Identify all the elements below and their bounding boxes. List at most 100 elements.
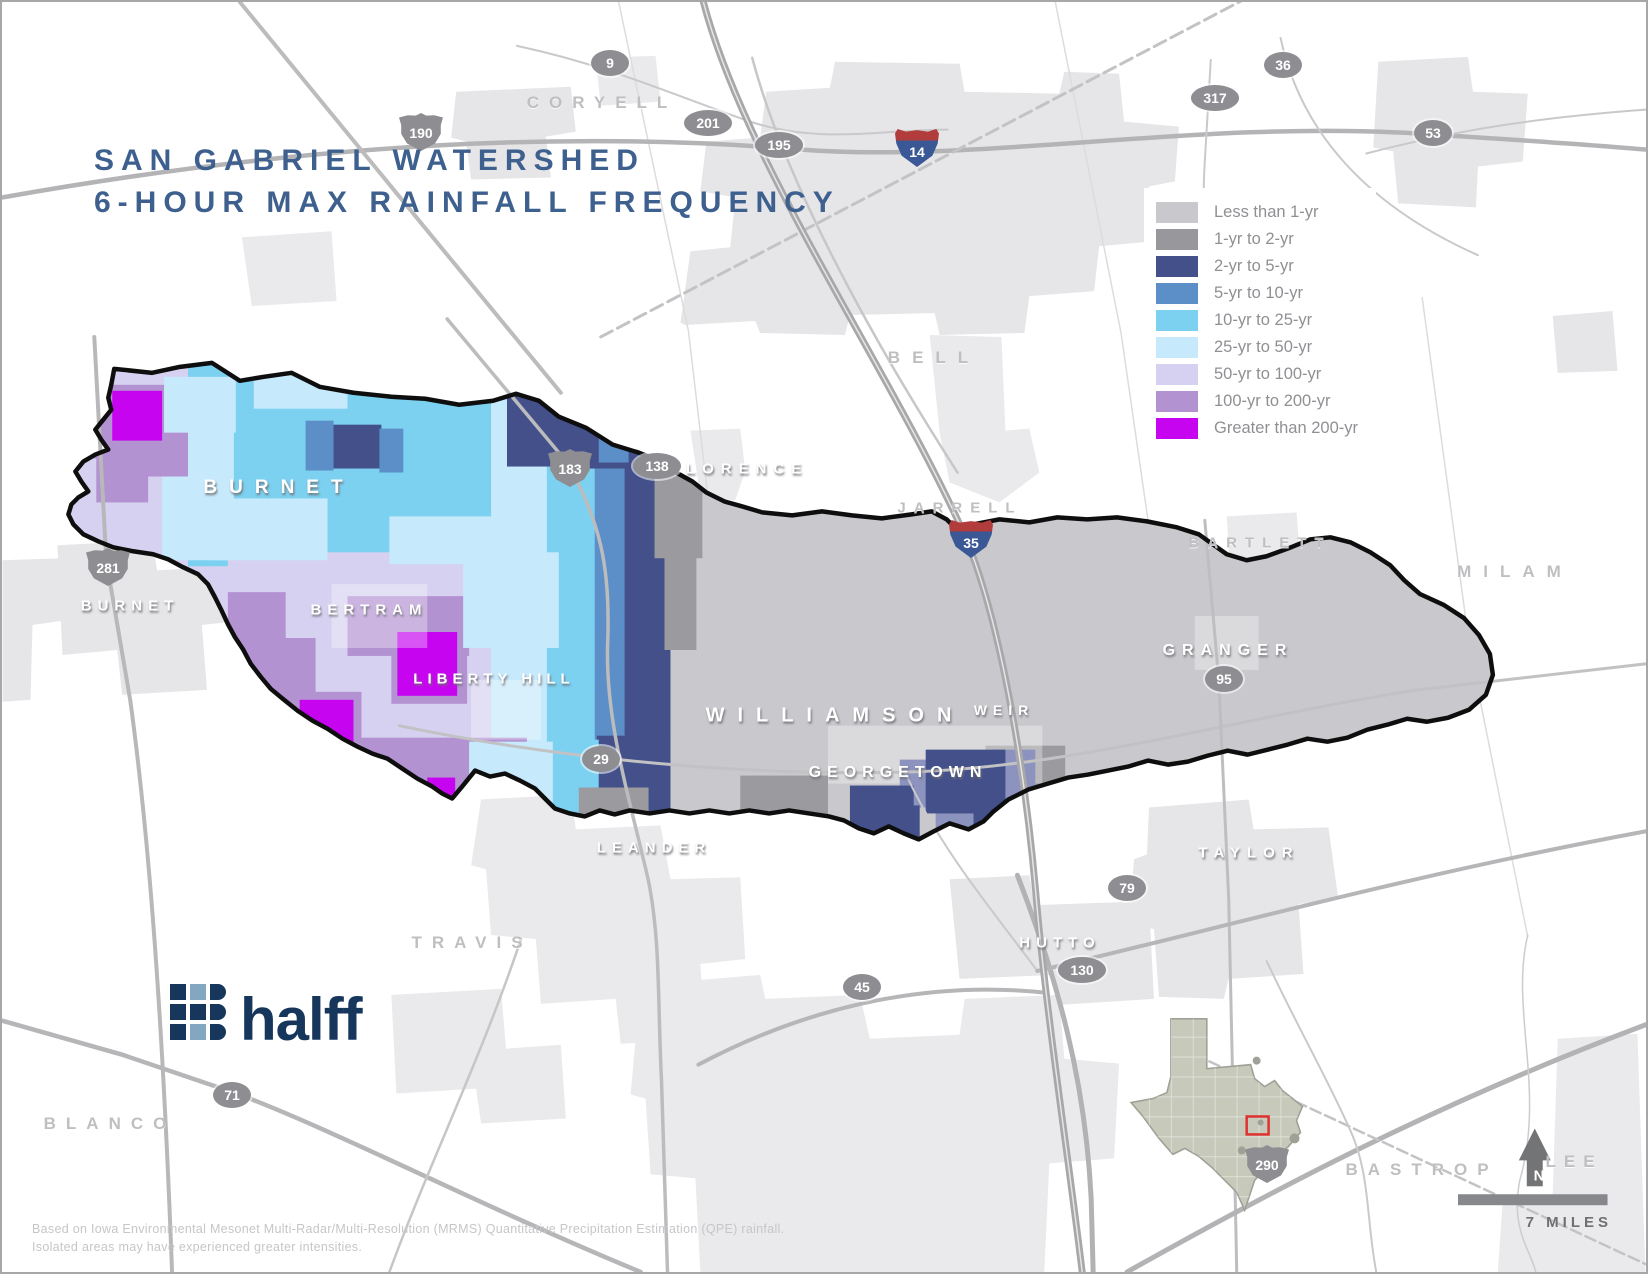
highway-shield-317-icon: 317 xyxy=(1191,85,1239,111)
legend-row-7: 100-yr to 200-yr xyxy=(1156,391,1358,412)
highway-shield-71-icon: 71 xyxy=(213,1082,251,1108)
city-label-liberty-hill: LIBERTY HILL xyxy=(413,670,575,688)
county-label-coryell: CORYELL xyxy=(526,93,678,112)
rainfall-cell-l xyxy=(463,552,559,648)
halff-logo-mark-icon xyxy=(170,984,226,1040)
highway-shield-number: 201 xyxy=(696,115,720,131)
highway-shield-number: 36 xyxy=(1275,57,1291,73)
highway-shield-79-icon: 79 xyxy=(1108,875,1146,901)
highway-shield-number: 317 xyxy=(1203,90,1227,106)
rainfall-cell-wh xyxy=(1194,616,1259,670)
highway-shield-number: 45 xyxy=(854,979,870,995)
legend-swatch xyxy=(1156,418,1198,439)
highway-shield-number: 9 xyxy=(606,55,614,71)
rainfall-cell-g2 xyxy=(664,556,697,650)
highway-shield-number: 281 xyxy=(96,559,120,576)
halff-logo-text: halff xyxy=(240,986,363,1054)
legend-row-8: Greater than 200-yr xyxy=(1156,418,1358,439)
rainfall-cell-wh xyxy=(471,679,541,740)
rainfall-cell-g2 xyxy=(740,775,828,830)
highway-shield-number: 195 xyxy=(767,137,791,153)
watershed-boundary xyxy=(66,360,1496,842)
legend-row-5: 25-yr to 50-yr xyxy=(1156,337,1358,358)
county-label-bastrop: BASTROP xyxy=(1345,1160,1499,1179)
legend-swatch xyxy=(1156,283,1198,304)
highway-shield-number: 14 xyxy=(909,143,925,160)
highway-shield-number: 71 xyxy=(224,1087,240,1103)
rainfall-cell-m xyxy=(397,632,458,696)
legend-label: 10-yr to 25-yr xyxy=(1214,311,1313,329)
legend-swatch xyxy=(1156,229,1198,250)
logo-square xyxy=(170,1004,186,1020)
source-footnote: Based on Iowa Environmental Mesonet Mult… xyxy=(32,1220,784,1256)
map-title-line2: 6-HOUR MAX RAINFALL FREQUENCY xyxy=(94,186,840,219)
highway-shield-195-icon: 195 xyxy=(755,132,803,158)
city-label-burnet: BURNET xyxy=(80,597,180,615)
logo-square xyxy=(210,984,226,1000)
city-label-granger: GRANGER xyxy=(1162,642,1294,659)
county-label-travis: TRAVIS xyxy=(411,933,533,952)
highway-shield-number: 95 xyxy=(1216,671,1232,687)
highway-shield-number: 29 xyxy=(593,751,609,767)
highway-shield-number: 130 xyxy=(1070,962,1094,978)
rainfall-cell-l xyxy=(164,376,236,433)
map-title-line1: SAN GABRIEL WATERSHED xyxy=(94,144,645,177)
texas-inset xyxy=(1129,1018,1304,1213)
inset-highlight xyxy=(1245,1115,1270,1136)
legend-label: Less than 1-yr xyxy=(1214,203,1319,221)
county-label-lee: LEE xyxy=(1545,1152,1603,1171)
legend-swatch xyxy=(1156,256,1198,277)
halff-logo: halff xyxy=(170,984,363,1054)
legend-row-1: 1-yr to 2-yr xyxy=(1156,229,1358,250)
legend-label: 1-yr to 2-yr xyxy=(1214,230,1294,248)
logo-square xyxy=(210,1004,226,1020)
area-label-williamson: WILLIAMSON xyxy=(705,704,965,727)
logo-square xyxy=(170,984,186,1000)
legend-row-0: Less than 1-yr xyxy=(1156,202,1358,223)
rainfall-cell-wh xyxy=(331,584,428,648)
logo-square xyxy=(190,1024,206,1040)
county-label-bartlett: BARTLETT xyxy=(1188,534,1332,552)
legend-swatch xyxy=(1156,364,1198,385)
legend-label: 5-yr to 10-yr xyxy=(1214,284,1303,302)
logo-square xyxy=(190,1004,206,1020)
legend-row-2: 2-yr to 5-yr xyxy=(1156,256,1358,277)
area-label-burnet: BURNET xyxy=(203,477,355,498)
highway-shield-45-icon: 45 xyxy=(843,974,881,1000)
legend-swatch xyxy=(1156,202,1198,223)
legend-label: 25-yr to 50-yr xyxy=(1214,338,1313,356)
legend-row-6: 50-yr to 100-yr xyxy=(1156,364,1358,385)
county-label-blanco: BLANCO xyxy=(43,1114,177,1133)
county-label-jarrell: JARRELL xyxy=(897,499,1023,517)
legend-swatch xyxy=(1156,310,1198,331)
highway-shield-53-icon: 53 xyxy=(1414,120,1452,146)
highway-shield-95-icon: 95 xyxy=(1205,666,1243,692)
highway-shield-138-icon: 138 xyxy=(633,453,681,479)
highway-shield-number: 190 xyxy=(409,124,433,141)
highway-shield-36-icon: 36 xyxy=(1264,52,1302,78)
highway-shield-number: 290 xyxy=(1255,1156,1279,1173)
city-label-bertram: BERTRAM xyxy=(310,601,428,619)
legend-label: 100-yr to 200-yr xyxy=(1214,392,1331,410)
rainfall-cell-l xyxy=(209,498,328,561)
footnote-line2: Isolated areas may have experienced grea… xyxy=(32,1240,363,1254)
map-title: SAN GABRIEL WATERSHED 6-HOUR MAX RAINFAL… xyxy=(94,140,840,224)
highway-shield-number: 53 xyxy=(1425,125,1441,141)
county-label-milam: MILAM xyxy=(1457,562,1573,581)
highway-shield-130-icon: 130 xyxy=(1058,957,1106,983)
logo-square xyxy=(210,1024,226,1040)
city-label-hutto: HUTTO xyxy=(1019,934,1101,952)
rainfall-cell-n xyxy=(329,424,382,469)
logo-square xyxy=(170,1024,186,1040)
city-label-taylor: TAYLOR xyxy=(1198,844,1300,862)
legend-label: Greater than 200-yr xyxy=(1214,419,1358,437)
logo-square xyxy=(190,984,206,1000)
legend-label: 2-yr to 5-yr xyxy=(1214,257,1294,275)
footnote-line1: Based on Iowa Environmental Mesonet Mult… xyxy=(32,1222,785,1236)
city-label-weir: WEIR xyxy=(973,702,1035,718)
rainfall-cell-n xyxy=(873,805,920,840)
city-label-georgetown: GEORGETOWN xyxy=(808,764,988,781)
highway-shield-number: 35 xyxy=(963,534,979,551)
